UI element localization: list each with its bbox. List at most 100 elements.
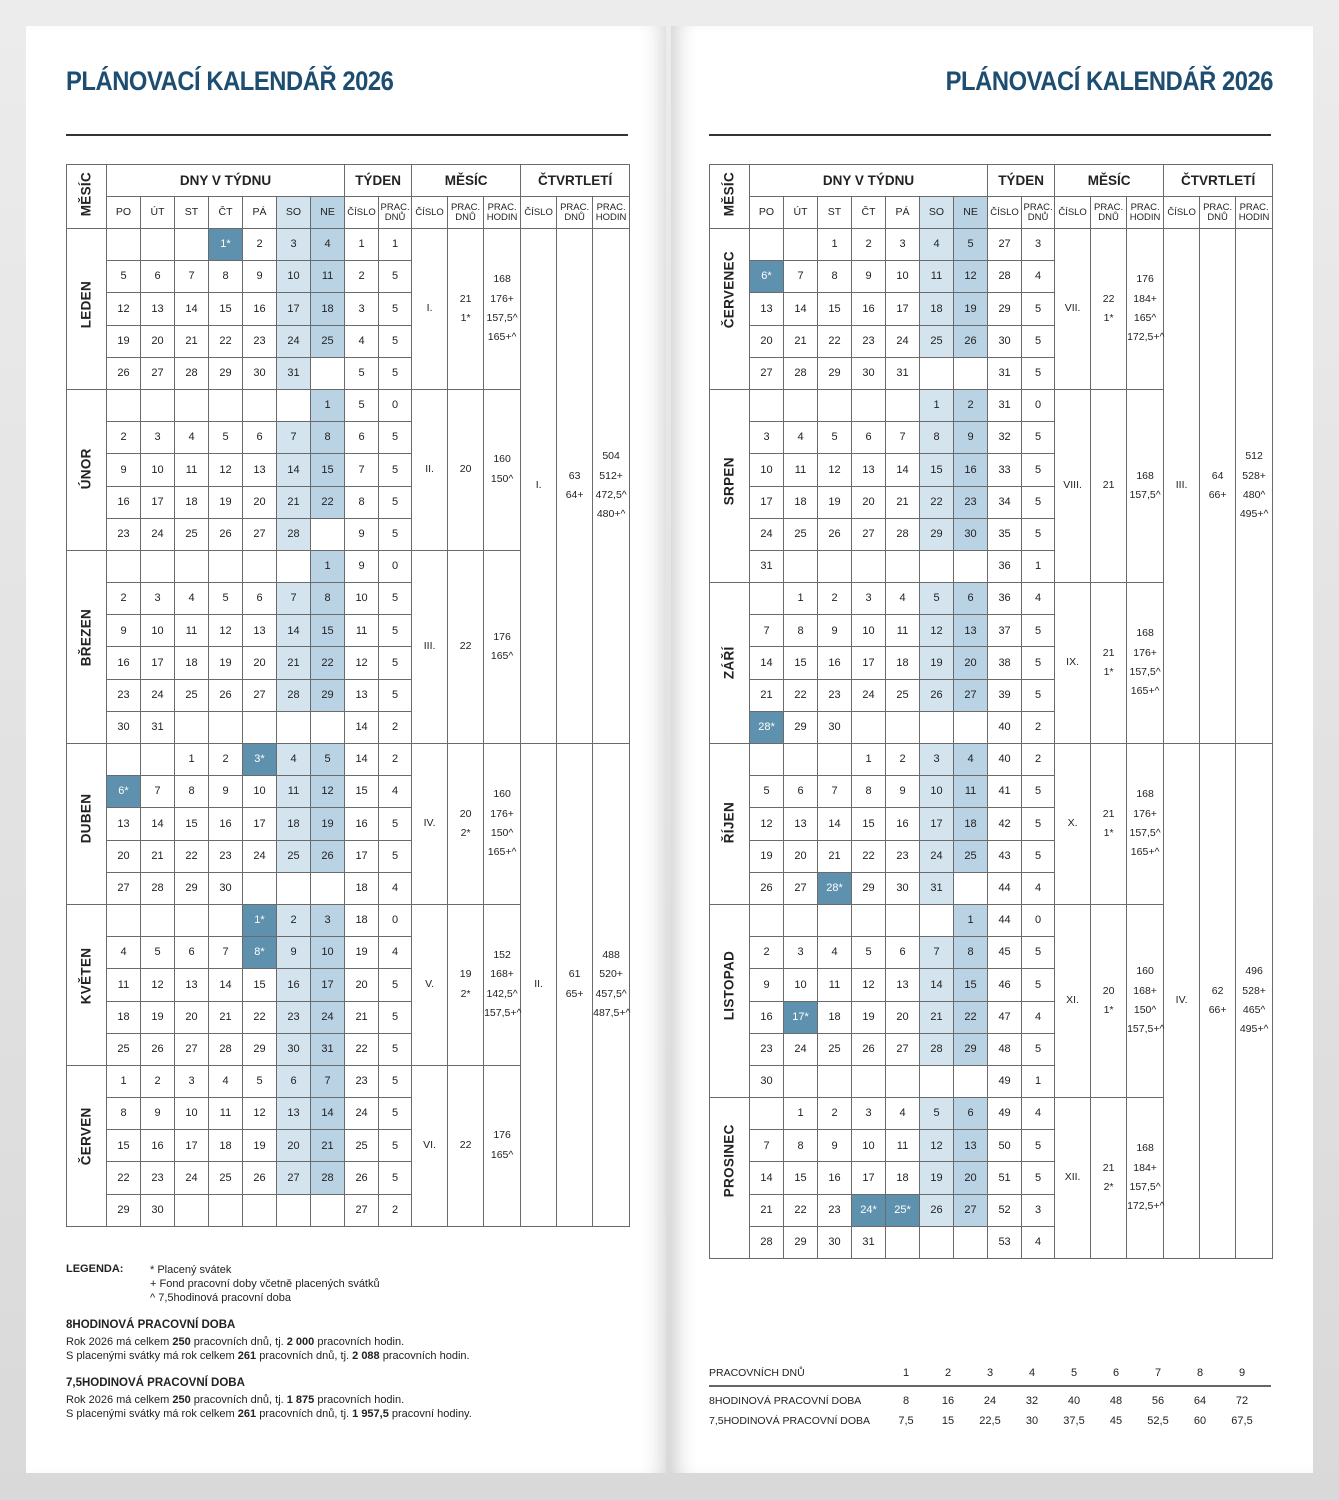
day-cell: 2 — [817, 582, 852, 616]
weekday-header: PÁ — [885, 196, 920, 229]
legend-block: LEGENDA: * Placený svátek + Fond pracovn… — [66, 1263, 626, 1421]
week-workdays: 5 — [378, 839, 413, 873]
week-number: 44 — [987, 871, 1023, 905]
month-work-hours-value: 165^ — [490, 1148, 514, 1161]
week-number: 17 — [344, 839, 380, 873]
day-cell: 25 — [174, 678, 209, 712]
week-row: 27 28 29 30 18 4 — [67, 871, 630, 905]
week-row: 9 10 11 12 13 14 15 7 5 — [67, 453, 630, 487]
day-cell: 26 — [106, 356, 141, 390]
month-name: ÚNOR — [78, 448, 94, 490]
week-number: 19 — [344, 936, 380, 970]
month-work-hours-value: 157,5^ — [1129, 1181, 1161, 1194]
day-cell — [885, 1225, 920, 1260]
week-number: 51 — [987, 1161, 1023, 1195]
month-work-hours-value: 176+ — [490, 807, 514, 820]
day-cell — [242, 549, 277, 584]
day-cell: 18 — [208, 1129, 243, 1163]
day-cell: 28 — [919, 1032, 954, 1066]
day-cell: 4 — [783, 421, 818, 455]
month-work-hours: 168 176+ 157,5^ 165+^ — [483, 228, 522, 390]
month-name-cell: ČERVENEC — [709, 228, 750, 390]
summary-text: pracovních dnů, tj. — [190, 1336, 287, 1348]
week-number: 7 — [344, 453, 380, 487]
day-cell: 1 — [783, 582, 818, 616]
day-cell: 30 — [749, 1064, 784, 1099]
week-number: 24 — [344, 1097, 380, 1131]
column-subheader: PRAC. HODIN — [483, 196, 522, 229]
day-cell: 23 — [208, 839, 243, 873]
day-cell — [851, 710, 886, 745]
month-name-cell: ČERVEN — [66, 1064, 107, 1227]
day-cell: 11 — [885, 1129, 920, 1163]
day-cell: 17 — [242, 807, 277, 841]
day-cell: 8 — [309, 582, 346, 616]
day-cell — [817, 903, 852, 938]
week-row: 28* 29 30 40 2 — [710, 710, 1273, 745]
day-cell: 13 — [749, 292, 784, 326]
day-cell: 27 — [952, 1193, 989, 1227]
day-cell: 7 — [783, 260, 818, 294]
day-cell: 12 — [309, 775, 346, 809]
day-cell — [174, 903, 209, 938]
day-cell — [309, 871, 346, 905]
day-cell: 12 — [208, 453, 243, 487]
day-cell: 22 — [952, 1000, 989, 1034]
month-name: SRPEN — [721, 457, 737, 506]
quarter-work-hours-value: 528+ — [1242, 984, 1266, 997]
conversion-divider — [709, 1385, 1271, 1387]
day-cell: 2 — [749, 936, 784, 970]
day-cell: 22 — [817, 324, 852, 358]
day-cell: 22 — [309, 646, 346, 680]
day-cell — [106, 549, 141, 584]
day-cell: 1 — [952, 903, 989, 938]
day-cell: 18 — [276, 807, 311, 841]
day-cell: 23 — [817, 1193, 852, 1227]
holiday-day-cell: 25* — [885, 1193, 920, 1227]
day-cell — [208, 388, 243, 423]
week-number: 41 — [987, 775, 1023, 809]
summary-figure: 2 088 — [352, 1350, 380, 1362]
day-cell: 6 — [140, 260, 175, 294]
day-cell: 20 — [749, 324, 784, 358]
day-cell: 14 — [919, 968, 954, 1002]
day-cell: 18 — [952, 807, 989, 841]
day-cell — [919, 1225, 954, 1260]
day-cell: 4 — [106, 936, 141, 970]
day-cell: 15 — [242, 968, 277, 1002]
day-cell: 28 — [174, 356, 209, 390]
week-workdays: 5 — [1021, 517, 1056, 551]
month-name-cell: BŘEZEN — [66, 549, 107, 745]
week-workdays: 4 — [378, 871, 413, 905]
quarter-workdays: 64 66+ — [1199, 228, 1237, 744]
quarter-work-hours-value: 480+^ — [596, 508, 626, 521]
weekday-header: NE — [952, 196, 989, 229]
day-cell: 24 — [242, 839, 277, 873]
summary-text: pracovních hodin. — [314, 1394, 405, 1406]
week-number: 15 — [344, 775, 380, 809]
day-cell: 22 — [851, 839, 886, 873]
day-cell: 10 — [309, 936, 346, 970]
day-cell: 28 — [276, 517, 311, 551]
week-workdays: 4 — [1021, 260, 1056, 294]
day-cell: 24 — [885, 324, 920, 358]
day-cell: 11 — [885, 614, 920, 648]
day-cell: 20 — [242, 646, 277, 680]
day-count: 4 — [1028, 1367, 1036, 1379]
month-work-hours-value: 184+ — [1133, 1161, 1157, 1174]
day-cell: 14 — [174, 292, 209, 326]
day-cell: 16 — [817, 1161, 852, 1195]
week-workdays: 4 — [378, 936, 413, 970]
day-cell: 15 — [952, 968, 989, 1002]
week-number: 40 — [987, 742, 1023, 777]
summary-text: pracovní hodiny. — [388, 1408, 472, 1420]
day-cell — [106, 388, 141, 423]
month-work-hours-value: 176+ — [1133, 807, 1157, 820]
month-workdays-value: 20 — [459, 807, 472, 820]
month-header-label: MĚSÍC — [78, 171, 94, 216]
quarter-header: ČTVRTLETÍ — [520, 164, 631, 197]
day-cell: 18 — [309, 292, 346, 326]
day-cell: 26 — [140, 1032, 175, 1066]
conversion-header-label: PRACOVNÍCH DNŮ — [709, 1367, 805, 1379]
week-workdays: 0 — [378, 903, 413, 938]
